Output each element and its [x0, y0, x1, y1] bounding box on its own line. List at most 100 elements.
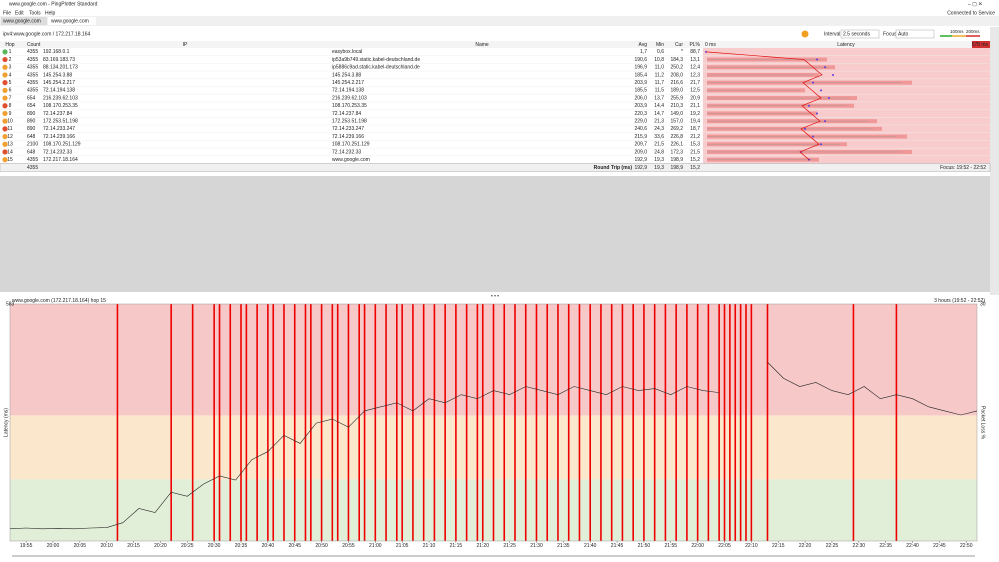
splitter[interactable]: • • •	[491, 293, 499, 299]
column-header: Min	[656, 42, 664, 48]
table-cell: 250,2	[670, 65, 683, 71]
table-cell: 192,9	[634, 157, 647, 163]
table-cell: 11,0	[655, 65, 665, 71]
table-cell: 14	[7, 149, 13, 155]
table-cell: easybox.local	[332, 49, 362, 55]
table-cell: 172.253.51.198	[332, 118, 367, 124]
interval-select[interactable]	[840, 29, 880, 39]
tab[interactable]	[1, 17, 47, 25]
x-tick-label: 22:45	[933, 543, 946, 549]
table-cell: 10,8	[654, 57, 664, 63]
packet-loss	[256, 304, 258, 541]
threshold-bar	[952, 35, 966, 37]
table-cell: 72.14.237.84	[43, 111, 72, 117]
table-cell: 33,6	[654, 134, 664, 140]
table-cell: 13,7	[654, 95, 664, 101]
focus-select[interactable]	[895, 29, 935, 39]
packet-loss	[444, 304, 446, 541]
hop-status	[2, 141, 8, 147]
table-cell: 72.14.232.33	[43, 149, 72, 155]
threshold-low: 100ms	[950, 29, 964, 34]
packet-loss	[283, 304, 285, 541]
table-cell: 21,7	[690, 80, 700, 86]
packet-loss	[567, 304, 570, 541]
table-cell: 269,2	[670, 126, 683, 132]
table-cell: 24,3	[654, 126, 664, 132]
table-cell: 21,2	[690, 134, 700, 140]
column-header: Cur	[675, 42, 683, 48]
window-title: www.google.com - PingPlotter Standard	[9, 1, 98, 7]
hop-status	[2, 72, 8, 78]
window-controls[interactable]: – ▢ ✕	[968, 1, 982, 7]
table-cell: 145.254.2.217	[43, 80, 75, 86]
table-cell: 88,7	[690, 49, 700, 55]
table-cell: 220,3	[634, 111, 647, 117]
packet-loss	[766, 304, 769, 541]
table-cell: 2100	[27, 142, 38, 148]
column-header: Hop	[5, 42, 14, 48]
x-tick-label: 20:30	[208, 543, 221, 549]
tab[interactable]	[48, 17, 96, 25]
interval-value[interactable]: 2.5 seconds	[843, 31, 870, 37]
threshold-bar	[966, 35, 980, 37]
hop-status	[2, 49, 8, 55]
table-cell: 208,0	[670, 72, 683, 78]
packet-loss	[664, 304, 667, 541]
menu-bar	[0, 8, 999, 16]
table-cell: 172.217.18.164	[43, 157, 78, 163]
table-cell: 72.14.233.247	[332, 126, 364, 132]
table-cell: 11,5	[655, 88, 665, 94]
table-cell: 4355	[27, 49, 38, 55]
table-cell: 4355	[27, 157, 38, 163]
menu-item[interactable]: Tools	[29, 10, 41, 16]
packet-loss	[191, 304, 194, 541]
menu-item[interactable]: Edit	[15, 10, 24, 16]
hop-status	[2, 56, 8, 63]
packet-loss	[514, 304, 516, 541]
table-cell: 21,5	[690, 149, 700, 155]
table-cell: 145.254.2.217	[332, 80, 364, 86]
menu-item[interactable]: File	[3, 10, 11, 16]
x-tick-label: 21:20	[476, 543, 489, 549]
table-cell: 4355	[27, 80, 38, 86]
x-tick-label: 20:15	[127, 543, 140, 549]
table-cell: 19,4	[690, 118, 700, 124]
packet-loss	[374, 304, 377, 541]
packet-loss	[895, 304, 898, 541]
x-tick-label: 22:25	[826, 543, 839, 549]
packet-loss	[675, 304, 677, 541]
focus-value[interactable]: Auto	[898, 31, 909, 37]
table-cell: 226,8	[670, 134, 683, 140]
packet-loss	[750, 304, 753, 541]
y-axis-title: Latency (ms)	[3, 408, 9, 437]
menu-item[interactable]: Help	[45, 10, 56, 16]
table-cell: 4355	[27, 65, 38, 71]
table-cell: 72.14.232.33	[332, 149, 361, 155]
table-cell: 11,7	[655, 80, 665, 86]
packet-loss	[170, 304, 172, 541]
packet-loss	[739, 304, 742, 541]
packet-loss	[310, 304, 312, 541]
plot-frame	[9, 303, 978, 542]
table-cell: 145.254.3.88	[43, 72, 72, 78]
table-cell: 15	[7, 157, 13, 163]
packet-loss	[455, 304, 457, 541]
pause-button[interactable]	[801, 30, 809, 38]
packet-loss	[718, 304, 720, 541]
latency-marker	[820, 89, 822, 92]
tab-label[interactable]: www.google.com	[3, 18, 41, 24]
column-header: Count	[27, 42, 41, 48]
table-cell: 1,7	[640, 49, 647, 55]
focus-label: Focus	[883, 31, 897, 37]
column-header: 578 ms	[972, 42, 989, 48]
latency-marker	[832, 73, 834, 76]
table-cell: 4355	[27, 88, 38, 94]
table-cell: 2	[9, 57, 12, 63]
table-cell: 654	[27, 95, 36, 101]
packet-loss	[396, 304, 398, 541]
table-cell: 192.168.0.1	[43, 49, 70, 55]
tab-label[interactable]: www.google.com	[51, 18, 89, 24]
packet-loss	[852, 304, 855, 541]
latency-marker	[820, 143, 822, 146]
